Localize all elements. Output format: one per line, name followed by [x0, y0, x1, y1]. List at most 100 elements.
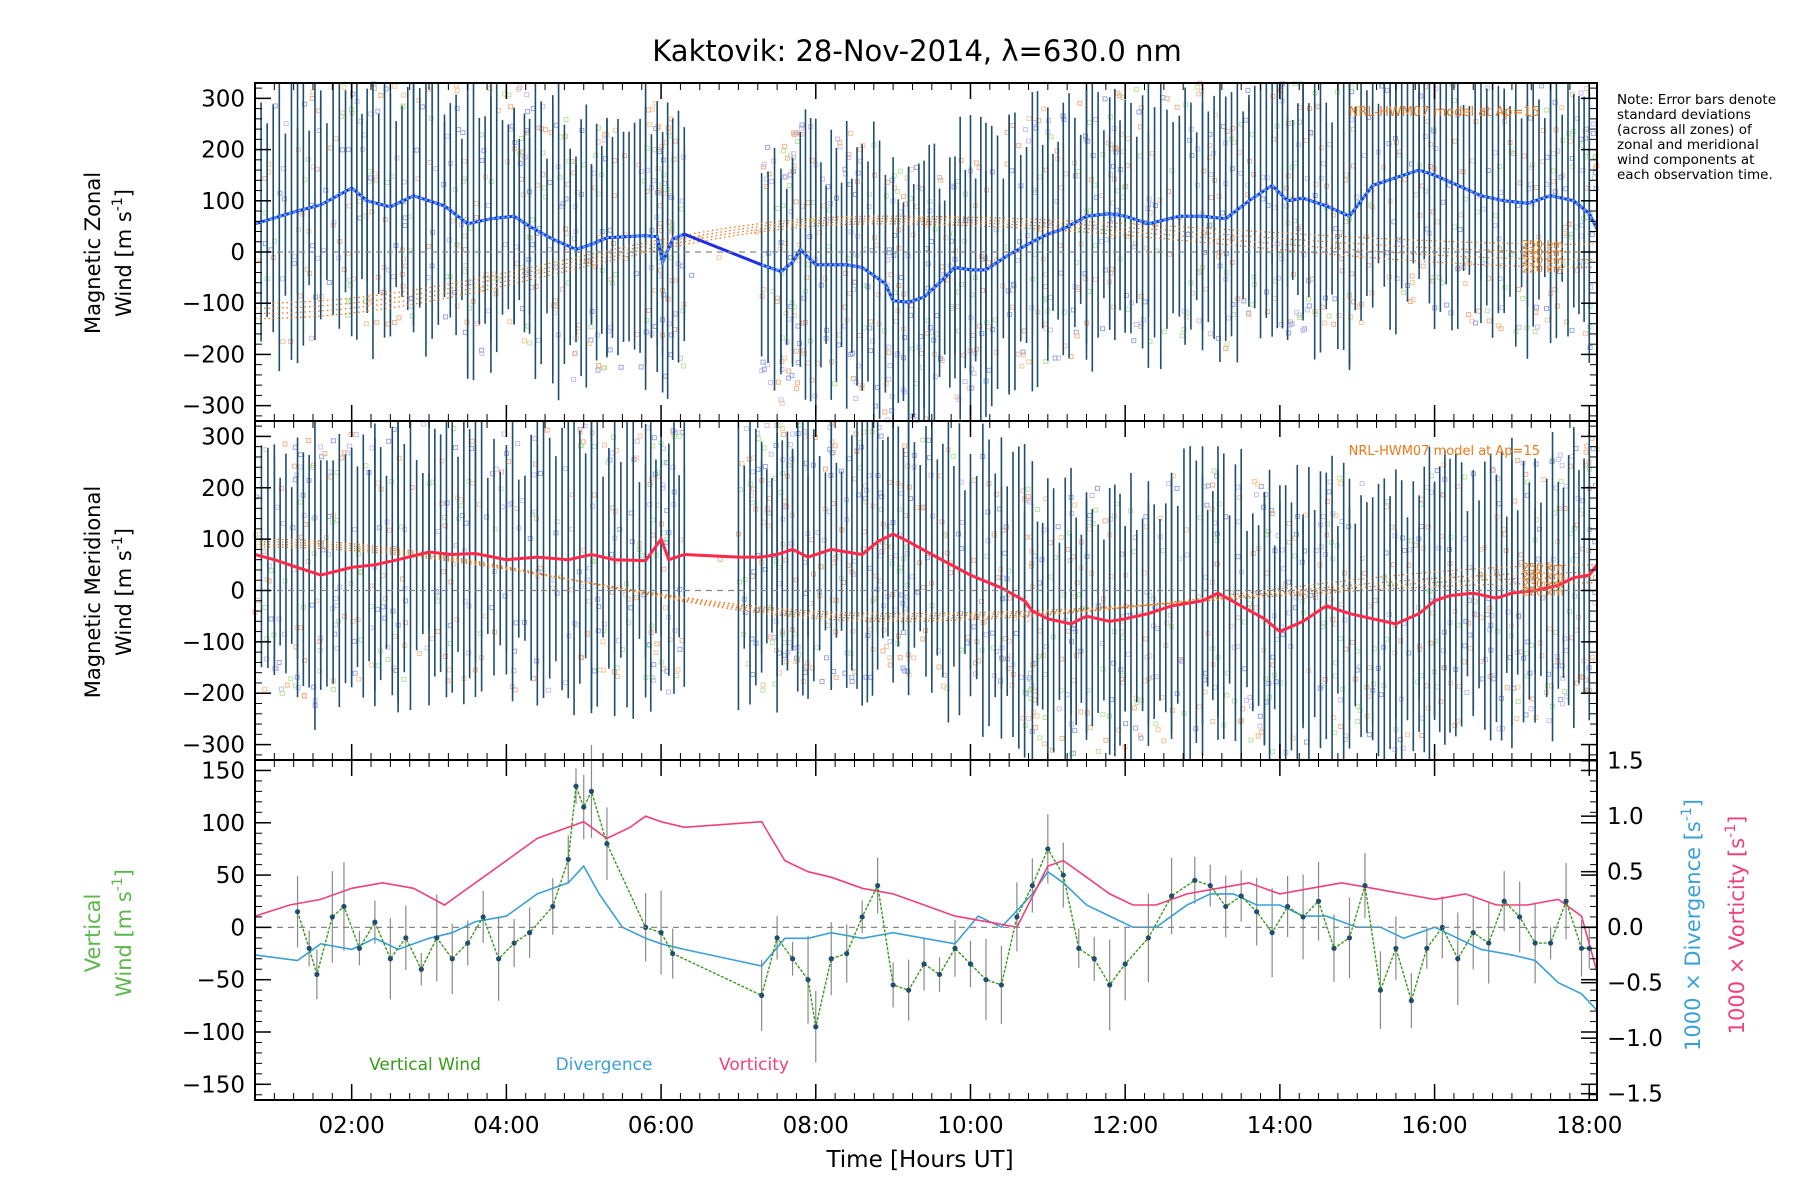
- zone-wind-point: [1278, 321, 1284, 327]
- x-tick-label: 04:00: [473, 1113, 539, 1139]
- zone-wind-point: [401, 676, 407, 682]
- zone-wind-point: [1289, 321, 1295, 327]
- zone-wind-point: [911, 655, 917, 661]
- zone-wind-point: [442, 653, 448, 659]
- zone-wind-point: [1286, 539, 1292, 545]
- zone-wind-point: [433, 165, 439, 171]
- zone-wind-point: [817, 229, 823, 235]
- y-tick-label: 300: [201, 86, 245, 112]
- zone-wind-point: [940, 683, 946, 689]
- zone-wind-point: [1470, 158, 1476, 164]
- zone-wind-point: [596, 191, 602, 197]
- zone-wind-point: [520, 192, 526, 198]
- zone-wind-point: [570, 376, 576, 382]
- zone-wind-point: [914, 589, 920, 595]
- zone-wind-point: [507, 319, 513, 325]
- vertical-wind-point: [1362, 882, 1368, 889]
- vertical-wind-point: [1192, 877, 1198, 883]
- zone-wind-point: [506, 92, 512, 98]
- zone-wind-point: [974, 346, 980, 352]
- zone-wind-point: [634, 438, 640, 444]
- zone-wind-point: [661, 530, 667, 536]
- zone-wind-point: [905, 582, 911, 588]
- zone-wind-point: [896, 507, 902, 513]
- zone-wind-point: [396, 315, 402, 321]
- zone-wind-point: [1272, 295, 1278, 301]
- zone-wind-point: [1037, 735, 1043, 741]
- zone-wind-point: [905, 551, 911, 557]
- zone-wind-point: [1422, 133, 1428, 139]
- vertical-wind-point: [314, 971, 320, 978]
- zone-wind-point: [971, 557, 977, 563]
- y-tick-label: 150: [201, 758, 245, 784]
- zone-wind-point: [1401, 290, 1407, 296]
- zone-wind-point: [1003, 524, 1009, 530]
- zone-wind-point: [938, 177, 944, 183]
- zone-wind-point: [1515, 684, 1521, 690]
- zone-wind-point: [501, 431, 507, 437]
- zone-wind-point: [861, 529, 867, 535]
- zone-wind-point: [677, 433, 683, 439]
- zone-wind-point: [1061, 592, 1067, 598]
- zone-wind-point: [1093, 117, 1099, 123]
- zone-wind-point: [1196, 704, 1202, 710]
- zone-wind-point: [764, 422, 770, 428]
- zone-wind-point: [1246, 601, 1252, 607]
- zone-wind-point: [1261, 504, 1267, 510]
- y2-tick-label: 1.5: [1607, 749, 1644, 775]
- zone-wind-point: [1326, 489, 1332, 495]
- zone-wind-point: [1133, 87, 1139, 93]
- zone-wind-point: [885, 179, 891, 185]
- zone-wind-point: [334, 645, 340, 651]
- zone-wind-point: [1270, 749, 1276, 755]
- zone-wind-point: [317, 668, 323, 674]
- zone-wind-point: [386, 438, 392, 444]
- zone-wind-point: [1216, 254, 1222, 260]
- zone-wind-point: [878, 433, 884, 439]
- zone-wind-point: [458, 503, 464, 509]
- zone-wind-point: [1523, 650, 1529, 656]
- zone-wind-point: [1082, 133, 1088, 139]
- zone-wind-point: [398, 524, 404, 530]
- zone-wind-point: [601, 442, 607, 448]
- zone-wind-point: [1265, 528, 1271, 534]
- zone-wind-point: [1059, 735, 1065, 741]
- zone-wind-point: [760, 687, 766, 693]
- zone-wind-point: [793, 348, 799, 354]
- zone-wind-point: [290, 525, 296, 531]
- zone-wind-point: [1251, 478, 1257, 484]
- zone-wind-point: [1131, 338, 1137, 344]
- vertical-wind-point: [496, 956, 502, 962]
- zone-wind-point: [853, 431, 859, 437]
- zone-wind-point: [781, 431, 787, 437]
- zone-wind-point: [654, 641, 660, 647]
- zone-wind-point: [995, 575, 1001, 581]
- zonal-ylabel-line2: Wind [m s-1]: [110, 189, 136, 317]
- zone-wind-point: [884, 543, 890, 549]
- zone-wind-point: [1100, 711, 1106, 717]
- vertical-wind-point: [1517, 914, 1523, 920]
- zone-wind-point: [1160, 548, 1166, 554]
- zone-wind-point: [460, 130, 466, 136]
- zone-wind-point: [1366, 665, 1372, 671]
- zone-wind-point: [1071, 678, 1077, 684]
- zone-wind-point: [1211, 468, 1217, 474]
- zone-wind-point: [765, 523, 771, 529]
- zone-wind-point: [1005, 666, 1011, 672]
- zone-wind-point: [572, 204, 578, 210]
- zone-wind-point: [1167, 251, 1173, 257]
- zone-wind-point: [1355, 703, 1361, 709]
- zone-wind-point: [796, 242, 802, 248]
- zone-wind-point: [298, 452, 304, 458]
- zone-wind-point: [591, 443, 597, 449]
- vertical-wind-point: [387, 956, 393, 962]
- zone-wind-point: [645, 425, 651, 431]
- zone-wind-point: [1133, 321, 1139, 327]
- zone-wind-point: [1084, 710, 1090, 716]
- zone-wind-point: [268, 616, 274, 622]
- zone-wind-point: [1555, 303, 1561, 309]
- zone-wind-point: [310, 89, 316, 95]
- zone-wind-point: [889, 393, 895, 399]
- vertical-wind-point: [465, 940, 471, 946]
- zone-wind-point: [777, 670, 783, 676]
